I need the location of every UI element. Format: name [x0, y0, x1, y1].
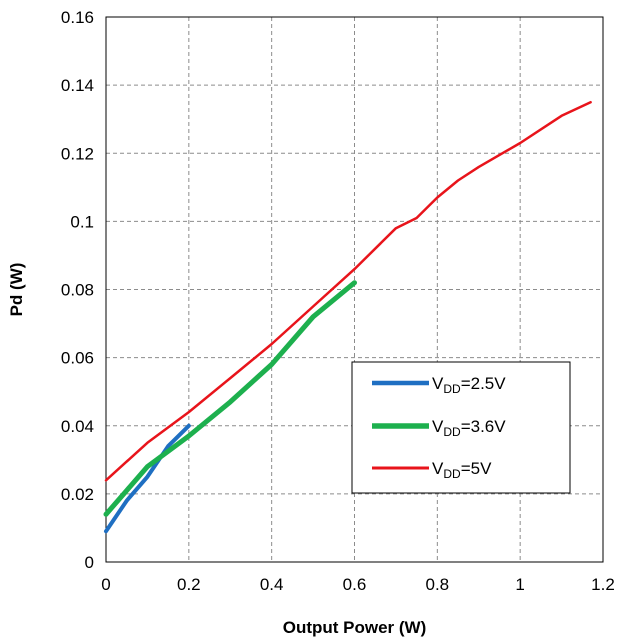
- series-line-1: [104, 423, 191, 534]
- x-tick-label: 0.6: [343, 575, 367, 594]
- x-tick-label: 1.2: [591, 575, 615, 594]
- y-tick-label: 0: [85, 553, 94, 572]
- y-tick-label: 0.04: [61, 417, 94, 436]
- y-tick-label: 0.14: [61, 76, 94, 95]
- legend: VDD=2.5V VDD=3.6V VDD=5V: [351, 361, 571, 494]
- x-tick-label: 0.4: [260, 575, 284, 594]
- x-tick-label: 0.2: [177, 575, 201, 594]
- y-tick-label: 0.12: [61, 144, 94, 163]
- tick-labels: 0 0.2 0.4 0.6 0.8 1 1.2 0 0.02 0.04 0.06 0.08 0.1 0.1…: [61, 8, 615, 594]
- plot-frame: [105, 16, 604, 563]
- legend-label-2: VDD=3.6V: [432, 417, 506, 439]
- series-lines: [103, 100, 592, 534]
- y-tick-label: 0.16: [61, 8, 94, 27]
- y-tick-label: 0.08: [61, 281, 94, 300]
- x-tick-label: 0.8: [426, 575, 450, 594]
- y-tick-label: 0.02: [61, 485, 94, 504]
- x-tick-label: 1: [515, 575, 524, 594]
- series-line-3: [104, 100, 592, 482]
- y-tick-label: 0.06: [61, 349, 94, 368]
- x-tick-label: 0: [101, 575, 110, 594]
- series-line-2: [103, 280, 357, 517]
- y-tick-label: 0.1: [70, 212, 94, 231]
- x-axis-title: Output Power (W): [283, 618, 427, 637]
- legend-label-1: VDD=2.5V: [432, 374, 506, 396]
- y-axis-title: Pd (W): [7, 263, 26, 317]
- legend-label-3: VDD=5V: [432, 459, 492, 481]
